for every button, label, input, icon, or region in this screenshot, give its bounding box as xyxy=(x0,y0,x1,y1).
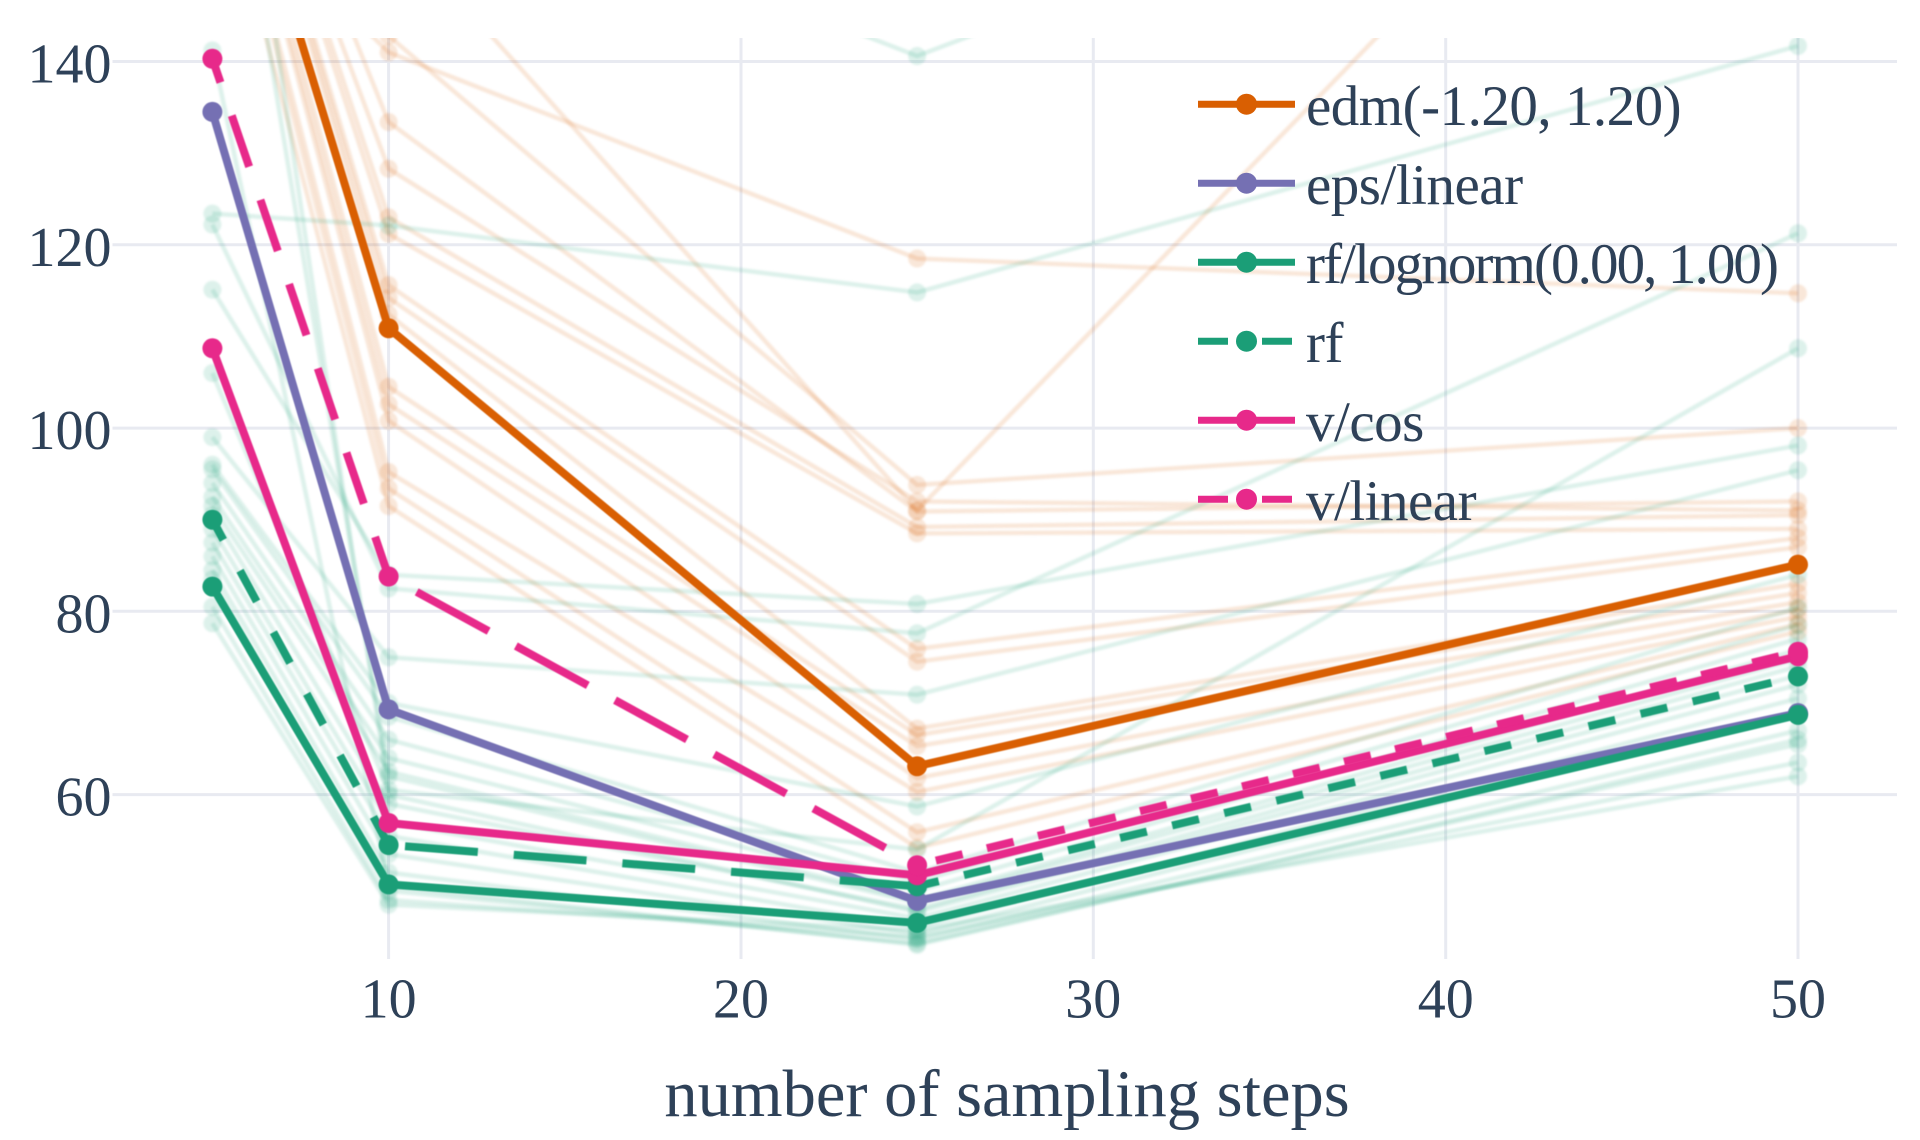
svg-text:100: 100 xyxy=(28,400,112,462)
svg-text:50: 50 xyxy=(1770,969,1826,1031)
svg-text:60: 60 xyxy=(56,767,112,829)
svg-text:30: 30 xyxy=(1065,969,1121,1031)
svg-text:10: 10 xyxy=(361,969,417,1031)
svg-text:rf: rf xyxy=(1306,312,1343,375)
svg-text:edm(-1.20, 1.20): edm(-1.20, 1.20) xyxy=(1306,75,1681,138)
svg-text:v/cos: v/cos xyxy=(1306,391,1424,454)
svg-text:eps/linear: eps/linear xyxy=(1306,154,1523,217)
svg-text:80: 80 xyxy=(56,583,112,645)
svg-text:40: 40 xyxy=(1418,969,1474,1031)
svg-text:120: 120 xyxy=(28,217,112,279)
svg-text:140: 140 xyxy=(28,34,112,96)
svg-text:number of sampling steps: number of sampling steps xyxy=(664,1058,1349,1131)
svg-text:20: 20 xyxy=(713,969,769,1031)
svg-text:v/linear: v/linear xyxy=(1306,470,1477,533)
svg-text:rf/lognorm(0.00, 1.00): rf/lognorm(0.00, 1.00) xyxy=(1306,233,1777,296)
